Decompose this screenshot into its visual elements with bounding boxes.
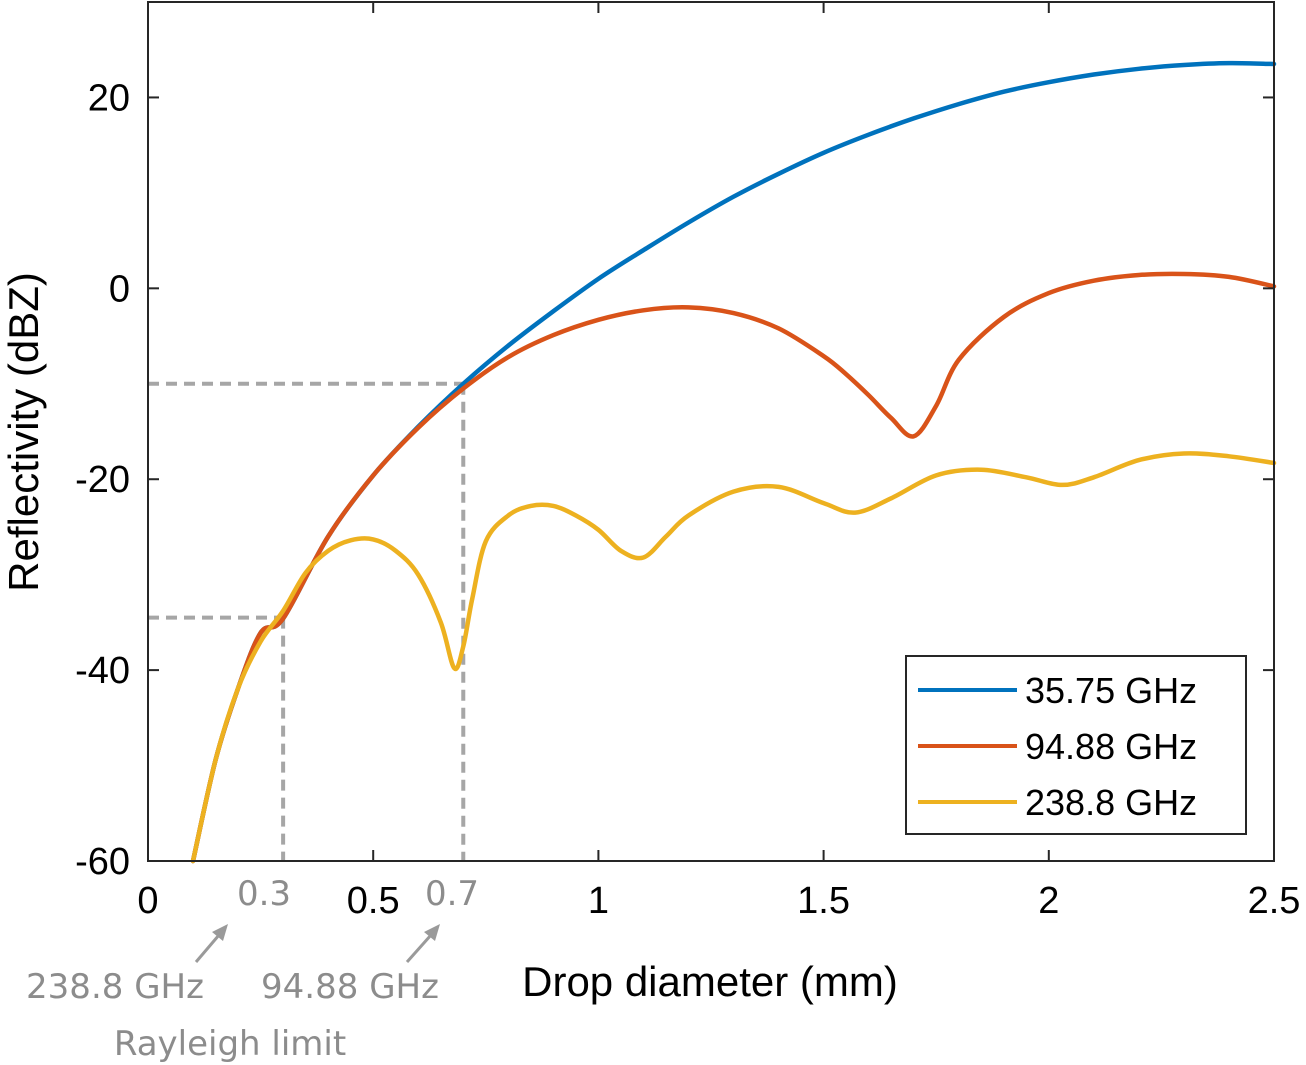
axis-ticks: 0 0.5 1 1.5 2 2.5 -60 -40 -20 0 20 bbox=[75, 2, 1300, 922]
x-tick-label: 1 bbox=[588, 880, 609, 922]
annotation-rayleigh-limit: Rayleigh limit bbox=[114, 1024, 346, 1064]
y-tick-label: -60 bbox=[75, 841, 130, 883]
guide-lines bbox=[148, 381, 466, 861]
series-line-238-8-ghz bbox=[190, 451, 1277, 864]
legend-label-94-88: 94.88 GHz bbox=[1025, 726, 1197, 767]
plot-area-frame bbox=[147, 1, 1275, 862]
legend-label-35-75: 35.75 GHz bbox=[1025, 670, 1197, 711]
annotation-label-94-88: 94.88 GHz bbox=[261, 967, 439, 1007]
annotation-value-0-7: 0.7 bbox=[425, 874, 479, 914]
y-tick-label: -40 bbox=[75, 650, 130, 692]
y-tick-label: -20 bbox=[75, 459, 130, 501]
y-tick-label: 20 bbox=[88, 77, 130, 119]
series-line-94-88-ghz bbox=[190, 271, 1277, 864]
annotation-arrow-0-3 bbox=[194, 924, 228, 963]
series-lines bbox=[190, 60, 1277, 864]
x-tick-label: 2.5 bbox=[1248, 880, 1301, 922]
annotation-label-238-8: 238.8 GHz bbox=[26, 967, 204, 1007]
x-tick-label: 0.5 bbox=[347, 880, 400, 922]
annotation-value-0-3: 0.3 bbox=[237, 874, 291, 914]
x-tick-label: 1.5 bbox=[797, 880, 850, 922]
annotation-arrow-0-7 bbox=[405, 924, 440, 963]
legend-label-238-8: 238.8 GHz bbox=[1025, 782, 1197, 823]
x-axis-label: Drop diameter (mm) bbox=[522, 958, 898, 1005]
annotations: 0.3 0.7 238.8 GHz 94.88 GHz Rayleigh lim… bbox=[26, 874, 479, 1064]
y-tick-label: 0 bbox=[109, 268, 130, 310]
y-axis-label: Reflectivity (dBZ) bbox=[0, 272, 47, 592]
legend: 35.75 GHz 94.88 GHz 238.8 GHz bbox=[905, 655, 1247, 835]
x-tick-label: 2 bbox=[1038, 880, 1059, 922]
x-tick-label: 0 bbox=[137, 880, 158, 922]
